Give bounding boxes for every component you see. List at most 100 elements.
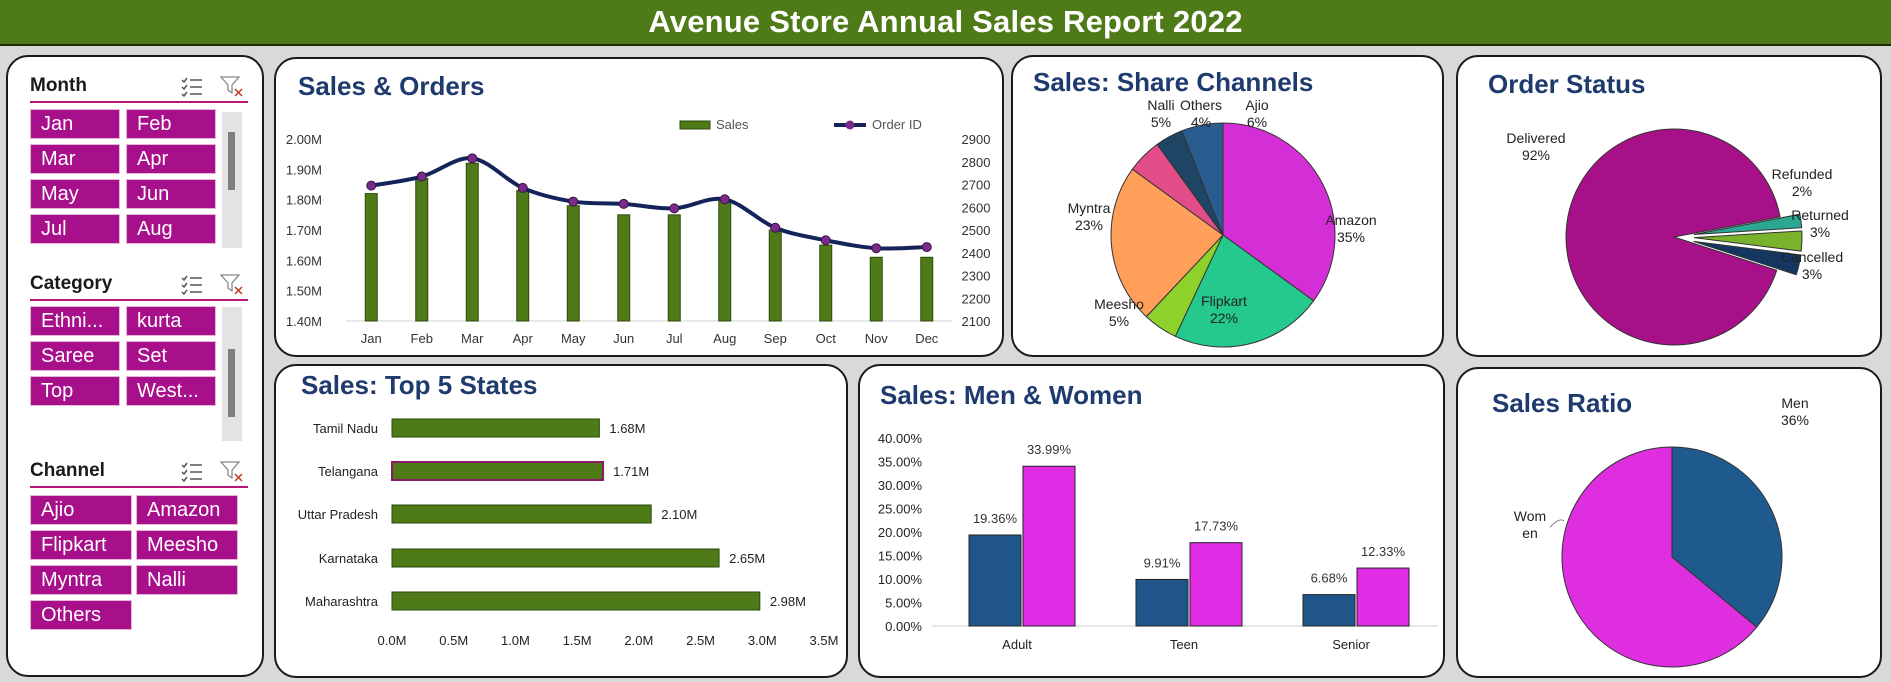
status-refunded-label: Refunded	[1772, 166, 1833, 182]
state-value-label: 2.10M	[661, 507, 697, 522]
x-tick-label: Nov	[865, 331, 889, 346]
ratio-slice-men	[1671, 446, 1783, 628]
y-left-tick-label: 1.70M	[286, 223, 322, 238]
channel-amazon-label: Amazon	[1325, 212, 1376, 228]
channel-chip-others[interactable]: Others	[30, 600, 132, 630]
x-tick-label: Senior	[1332, 637, 1370, 652]
order-id-point	[820, 235, 831, 246]
channel-chip-ajio[interactable]: Ajio	[30, 495, 132, 525]
x-tick-label: 1.0M	[501, 633, 530, 648]
y-right-tick-label: 2200	[962, 291, 991, 306]
category-chip-kurta[interactable]: kurta	[126, 306, 216, 336]
state-value-label: 2.98M	[770, 594, 806, 609]
state-label: Maharashtra	[305, 594, 379, 609]
y-left-tick-label: 2.00M	[286, 132, 322, 147]
men-women-chart: 0.00% 5.00% 10.00% 15.00% 20.00% 25.00% 30.00%…	[878, 431, 1438, 652]
x-tick-label: 0.0M	[378, 633, 407, 648]
x-tick-label: Dec	[915, 331, 939, 346]
channel-chip-meesho[interactable]: Meesho	[136, 530, 238, 560]
channel-nalli-value: 5%	[1151, 114, 1171, 130]
ratio-men-value: 36%	[1781, 412, 1809, 428]
series-1-value-label: 33.99%	[1027, 442, 1072, 457]
order-id-line	[370, 156, 927, 251]
x-tick-label: Teen	[1170, 637, 1198, 652]
channel-myntra-value: 23%	[1075, 217, 1103, 233]
channel-myntra-label: Myntra	[1068, 200, 1111, 216]
series-0-bar	[968, 534, 1022, 627]
sales-bar	[768, 229, 782, 322]
state-bar	[391, 504, 652, 524]
order-id-point	[366, 180, 377, 191]
category-chip-west[interactable]: West...	[126, 376, 216, 406]
clear-filter-icon[interactable]	[220, 460, 244, 482]
category-chip-set[interactable]: Set	[126, 341, 216, 371]
channel-others-value: 4%	[1191, 114, 1211, 130]
month-slicer-scroll-thumb[interactable]	[228, 132, 235, 190]
month-chip-may[interactable]: May	[30, 179, 120, 209]
status-returned-value: 3%	[1810, 224, 1830, 240]
category-chip-saree[interactable]: Saree	[30, 341, 120, 371]
top-states-panel: Sales: Top 5 States Tamil Nadu 1.68M Telan…	[274, 364, 848, 678]
channel-chip-flipkart[interactable]: Flipkart	[30, 530, 132, 560]
series-0-bar	[1135, 578, 1189, 627]
report-title: Avenue Store Annual Sales Report 2022	[648, 4, 1243, 39]
month-chip-apr[interactable]: Apr	[126, 144, 216, 174]
sales-bar	[364, 193, 378, 322]
share-channels-chart: Amazon35%Flipkart22%Meesho5%Myntra23%Nal…	[1068, 97, 1377, 348]
clear-filter-icon[interactable]	[220, 75, 244, 97]
channel-chip-nalli[interactable]: Nalli	[136, 565, 238, 595]
channel-chip-amazon[interactable]: Amazon	[136, 495, 238, 525]
month-chip-mar[interactable]: Mar	[30, 144, 120, 174]
category-chip-top[interactable]: Top	[30, 376, 120, 406]
channel-meesho-label: Meesho	[1094, 296, 1144, 312]
x-tick-label: Jan	[361, 331, 382, 346]
x-tick-label: May	[561, 331, 586, 346]
x-tick-label: 2.5M	[686, 633, 715, 648]
y-tick-label: 35.00%	[878, 455, 923, 470]
category-slicer-title: Category	[30, 273, 113, 294]
multi-select-icon[interactable]	[180, 75, 204, 97]
state-value-label: 1.68M	[609, 421, 645, 436]
sales-orders-title: Sales & Orders	[298, 71, 485, 101]
men-women-panel: Sales: Men & Women 0.00% 5.00% 10.00% 15.00…	[858, 364, 1445, 678]
category-chip-ethni[interactable]: Ethni...	[30, 306, 120, 336]
series-0-value-label: 19.36%	[973, 511, 1018, 526]
x-tick-label: Adult	[1002, 637, 1032, 652]
y-right-tick-label: 2600	[962, 200, 991, 215]
x-tick-label: Aug	[713, 331, 736, 346]
month-chip-feb[interactable]: Feb	[126, 109, 216, 139]
state-bar	[391, 418, 600, 438]
month-slicer-header: Month	[30, 75, 248, 103]
ratio-men-label: Men	[1781, 395, 1808, 411]
series-1-bar	[1189, 542, 1243, 627]
month-chip-jun[interactable]: Jun	[126, 179, 216, 209]
status-cancelled-value: 3%	[1802, 266, 1822, 282]
channel-slicer-title: Channel	[30, 460, 105, 481]
month-chip-jan[interactable]: Jan	[30, 109, 120, 139]
sales-bar	[667, 214, 681, 322]
multi-select-icon[interactable]	[180, 460, 204, 482]
y-left-tick-label: 1.40M	[286, 314, 322, 329]
status-delivered-label: Delivered	[1506, 130, 1565, 146]
month-slicer-title: Month	[30, 75, 87, 96]
clear-filter-icon[interactable]	[220, 273, 244, 295]
order-status-chart: Delivered92%Refunded2%Returned3%Cancelle…	[1506, 128, 1849, 346]
multi-select-icon[interactable]	[180, 273, 204, 295]
month-chip-aug[interactable]: Aug	[126, 214, 216, 244]
category-slicer-scrollbar[interactable]	[222, 307, 242, 441]
channel-chip-myntra[interactable]: Myntra	[30, 565, 132, 595]
category-slicer-scroll-thumb[interactable]	[228, 349, 235, 417]
y-tick-label: 0.00%	[885, 619, 922, 634]
status-slice-refunded	[1693, 213, 1803, 235]
sales-ratio-title: Sales Ratio	[1492, 388, 1633, 418]
sales-bar	[869, 256, 883, 322]
x-tick-label: 3.5M	[810, 633, 839, 648]
ratio-women-leader-line	[1549, 519, 1565, 528]
state-bar	[391, 548, 720, 568]
sales-ratio-panel: Sales Ratio Men 36% Wom en	[1456, 367, 1882, 678]
month-slicer-scrollbar[interactable]	[222, 112, 242, 248]
status-slice-returned	[1693, 230, 1803, 252]
y-tick-label: 10.00%	[878, 572, 923, 587]
ratio-women-label-line2: en	[1522, 525, 1538, 541]
month-chip-jul[interactable]: Jul	[30, 214, 120, 244]
